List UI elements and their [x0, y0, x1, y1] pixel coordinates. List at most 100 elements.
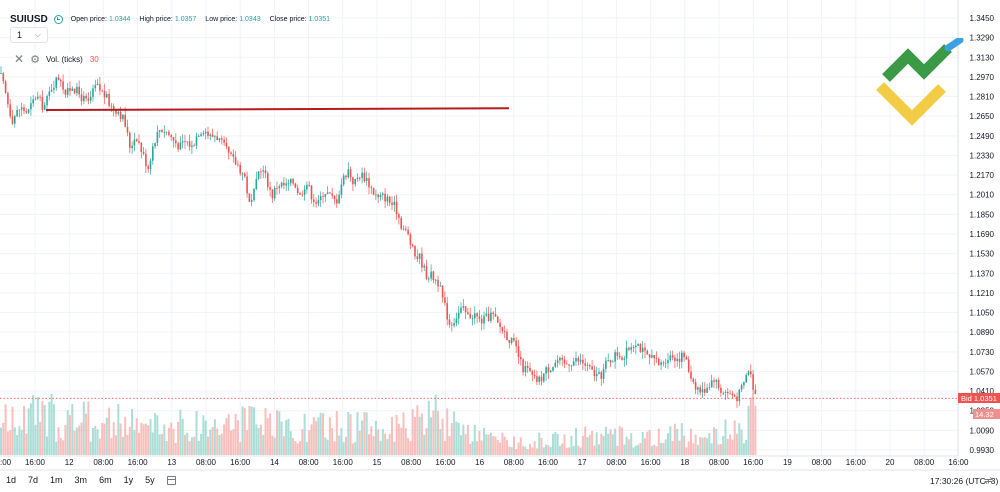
- volume-bar: [29, 403, 32, 455]
- candle-body: [694, 382, 697, 390]
- timeframe-6m[interactable]: 6m: [99, 475, 112, 485]
- volume-bar: [361, 420, 364, 455]
- candle-body: [126, 126, 129, 133]
- candle-body: [158, 130, 161, 132]
- candle-body: [278, 186, 281, 189]
- volume-bar: [586, 437, 589, 455]
- timeframe-1d[interactable]: 1d: [6, 475, 17, 485]
- volume-price-tag: 14.32: [973, 409, 1000, 419]
- candle-body: [690, 371, 692, 379]
- utc-clock[interactable]: 17:30:26 (UTC+3): [930, 476, 999, 486]
- candle-body: [616, 352, 619, 356]
- volume-bar: [600, 433, 603, 455]
- candle-body: [421, 253, 423, 268]
- candle-body: [319, 196, 322, 201]
- candle-body: [492, 312, 494, 315]
- volume-bar: [627, 439, 630, 455]
- time-tick: 16:00: [435, 458, 456, 467]
- timeframe-3m[interactable]: 3m: [74, 475, 88, 485]
- volume-bar: [529, 443, 531, 455]
- volume-bar: [397, 423, 400, 455]
- candle-body: [23, 107, 25, 112]
- interval-select[interactable]: 1 ⌵: [10, 27, 48, 43]
- price-tick: 1.0090: [970, 426, 995, 435]
- candle-body: [32, 99, 34, 104]
- timeframe-1y[interactable]: 1y: [123, 475, 134, 485]
- candle-body: [53, 87, 55, 90]
- volume-bar: [27, 408, 30, 455]
- candle-body: [163, 132, 166, 134]
- candle-body: [503, 331, 506, 332]
- volume-bar: [121, 436, 124, 455]
- candle-body: [738, 389, 741, 402]
- volume-bar: [646, 431, 649, 455]
- candle-body: [529, 367, 531, 372]
- volume-bar: [745, 440, 748, 455]
- volume-bar: [749, 397, 752, 455]
- candle-body: [692, 378, 695, 383]
- timeframe-5y[interactable]: 5y: [145, 475, 155, 485]
- volume-bar: [494, 436, 497, 455]
- chart-settings-icon[interactable]: ⇌: [984, 475, 994, 487]
- close-icon[interactable]: ✕: [14, 52, 25, 66]
- volume-bar: [96, 429, 99, 455]
- volume-bar: [335, 411, 338, 455]
- candle-body: [471, 318, 474, 320]
- candle-body: [568, 364, 570, 366]
- candle-body: [683, 352, 685, 358]
- candle-body: [257, 171, 260, 179]
- candle-body: [425, 265, 428, 280]
- volume-bar: [207, 436, 209, 455]
- time-tick: 16:00: [128, 458, 149, 467]
- volume-bar: [630, 433, 633, 455]
- volume-bar: [437, 411, 439, 455]
- candle-body: [37, 96, 39, 99]
- candle-body: [315, 202, 317, 204]
- horizontal-level-line[interactable]: [45, 107, 510, 112]
- volume-bar: [250, 406, 253, 455]
- volume-bar: [133, 430, 136, 455]
- candle-body: [230, 152, 232, 155]
- candle-body: [651, 355, 653, 358]
- candle-body: [296, 187, 299, 194]
- volume-bar: [648, 429, 651, 455]
- candle-body: [30, 103, 32, 110]
- time-tick: 16:00: [846, 458, 867, 467]
- low-price: Low price: 1.0343: [205, 15, 261, 23]
- symbol-label[interactable]: SUIUSD: [10, 13, 48, 25]
- candle-body: [485, 313, 488, 316]
- calendar-icon[interactable]: [166, 475, 176, 485]
- candle-body: [331, 193, 333, 196]
- volume-bar: [374, 420, 377, 455]
- candle-body: [209, 134, 212, 137]
- candle-body: [92, 88, 94, 97]
- volume-bar: [234, 413, 237, 455]
- time-axis: :00 16:00 12 08:00 16:00 13 08:00 16:00 14 08:00 1…: [0, 458, 969, 467]
- candle-body: [639, 344, 642, 352]
- volume-bar: [165, 441, 168, 455]
- volume-bar: [276, 410, 278, 455]
- volume-bar: [119, 423, 122, 455]
- volume-bar: [450, 423, 453, 455]
- time-tick: 16:00: [333, 458, 354, 467]
- gear-icon[interactable]: ⚙: [30, 53, 40, 66]
- volume-bar: [526, 448, 529, 455]
- candle-body: [147, 166, 149, 169]
- volume-bar: [598, 444, 600, 455]
- time-tick: 18: [680, 458, 689, 467]
- timeframe-7d[interactable]: 7d: [28, 475, 39, 485]
- volume-bar: [62, 440, 65, 455]
- chart-header: SUIUSD Open price: 1.0344 High price: 1.03…: [10, 12, 339, 26]
- price-tick: 0.9930: [970, 446, 995, 455]
- volume-bar: [232, 429, 235, 455]
- volume-bar: [455, 421, 458, 455]
- volume-bar: [706, 438, 709, 455]
- candle-body: [441, 285, 444, 298]
- candle-body: [112, 106, 115, 111]
- timeframe-1m[interactable]: 1m: [50, 475, 63, 485]
- candle-body: [697, 387, 699, 390]
- volume-bar: [218, 434, 221, 455]
- volume-bar: [253, 407, 255, 455]
- candle-body: [117, 111, 120, 114]
